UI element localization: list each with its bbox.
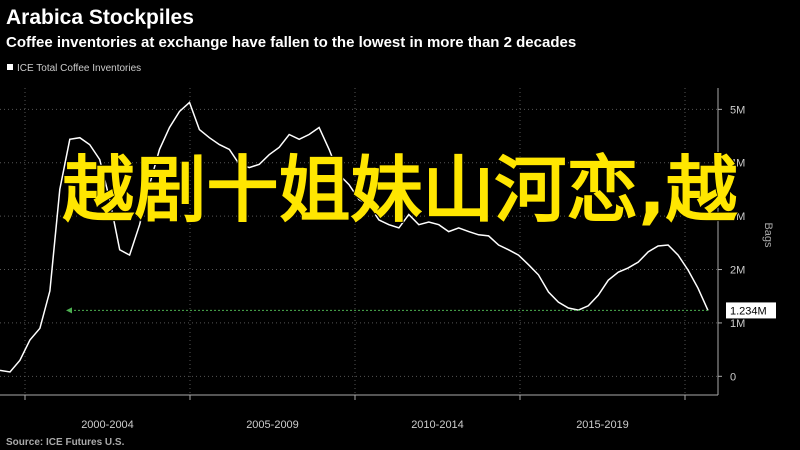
y-tick-label: 4M <box>730 158 745 170</box>
guide-arrow <box>66 307 72 314</box>
last-value-box <box>726 302 776 319</box>
last-value-label: 1.234M <box>730 305 767 317</box>
y-tick-label: 0 <box>730 371 736 383</box>
x-tick-label: 2005-2009 <box>246 419 299 431</box>
y-axis-label: Bags <box>762 222 774 248</box>
legend-label: ICE Total Coffee Inventories <box>17 63 141 74</box>
overlay-text: 越剧十姐妹山河恋,越 <box>61 147 738 233</box>
legend-swatch <box>7 64 13 70</box>
source: Source: ICE Futures U.S. <box>6 437 125 448</box>
x-tick-label: 2000-2004 <box>81 419 134 431</box>
data-line <box>0 101 709 373</box>
x-tick-label: 2010-2014 <box>411 419 464 431</box>
chart-title: Arabica Stockpiles <box>6 6 194 29</box>
y-tick-label: 2M <box>730 265 745 277</box>
y-tick-label: 3M <box>730 211 745 223</box>
y-tick-label: 5M <box>730 104 745 116</box>
x-tick-label: 2015-2019 <box>576 419 629 431</box>
y-tick-label: 1M <box>730 318 745 330</box>
chart-subtitle: Coffee inventories at exchange have fall… <box>6 34 576 51</box>
